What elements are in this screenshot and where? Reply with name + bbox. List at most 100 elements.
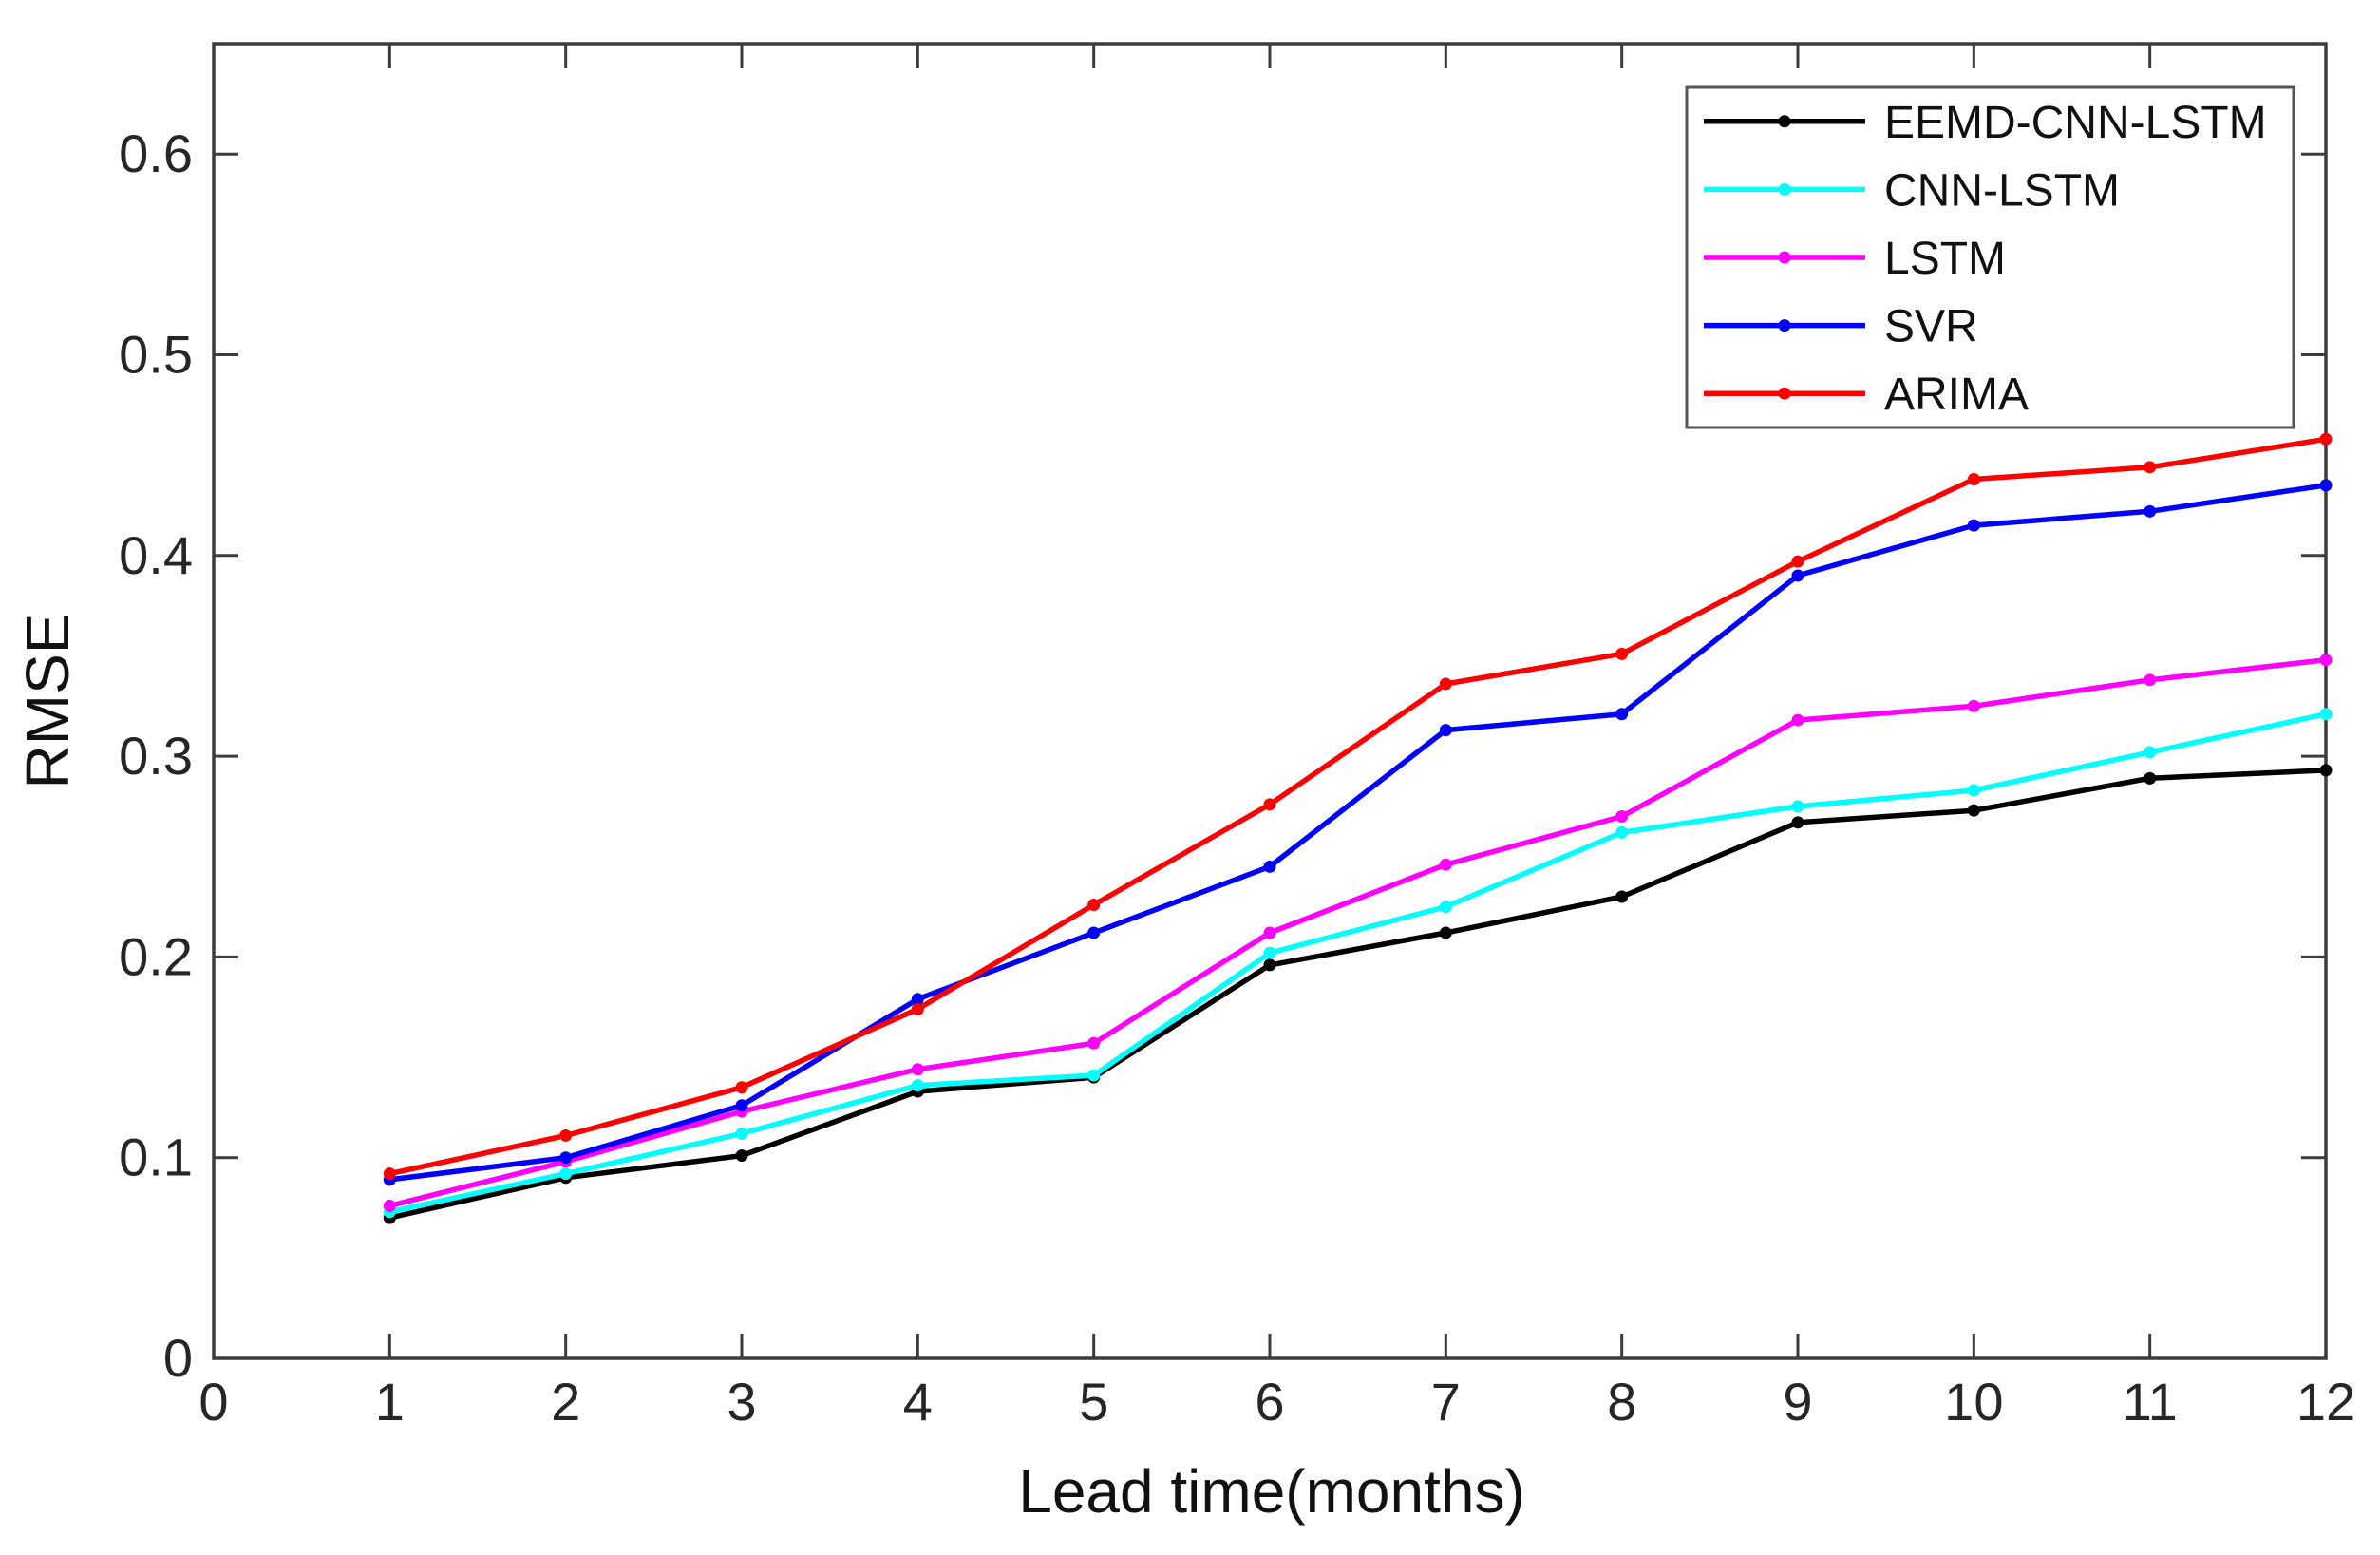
series-line-lstm <box>387 656 2329 1209</box>
x-tick-label: 9 <box>1783 1372 1812 1432</box>
y-tick-label: 0.6 <box>119 123 193 183</box>
legend-marker-sample <box>1778 182 1791 196</box>
legend-label: ARIMA <box>1884 370 2029 420</box>
data-point-lstm <box>911 1063 924 1076</box>
data-point-cnn-lstm <box>1967 784 1980 797</box>
y-tick-label: 0.2 <box>119 926 193 986</box>
data-point-eemd-cnn-lstm <box>2144 771 2157 785</box>
data-point-cnn-lstm <box>911 1079 924 1092</box>
data-point-cnn-lstm <box>2319 708 2333 721</box>
data-point-eemd-cnn-lstm <box>2319 764 2333 777</box>
legend: EEMD-CNN-LSTM CNN-LSTM LSTM SVR ARIMA <box>1685 85 2295 429</box>
legend-item-svr: SVR <box>1704 302 1978 352</box>
y-tick-label: 0.4 <box>119 525 193 585</box>
data-point-svr <box>1087 926 1101 939</box>
x-axis-label: Lead time(months) <box>1018 1457 1525 1526</box>
data-point-svr <box>1263 860 1276 873</box>
data-point-cnn-lstm <box>1087 1069 1101 1082</box>
data-point-arima <box>1791 555 1804 568</box>
data-point-cnn-lstm <box>2144 746 2157 759</box>
data-point-cnn-lstm <box>735 1127 748 1140</box>
data-point-eemd-cnn-lstm <box>1791 816 1804 829</box>
data-point-lstm <box>2144 673 2157 687</box>
legend-item-eemd-cnn-lstm: EEMD-CNN-LSTM <box>1704 98 2267 148</box>
data-point-eemd-cnn-lstm <box>1439 926 1452 939</box>
data-point-arima <box>2319 432 2333 446</box>
legend-marker-sample <box>1778 115 1791 128</box>
legend-label: SVR <box>1884 302 1978 352</box>
legend-item-arima: ARIMA <box>1704 370 2029 420</box>
data-point-eemd-cnn-lstm <box>1263 958 1276 972</box>
data-point-svr <box>559 1151 573 1165</box>
data-point-lstm <box>1967 699 1980 712</box>
data-point-lstm <box>2319 654 2333 667</box>
y-tick-label: 0.1 <box>119 1128 193 1187</box>
data-point-svr <box>1967 519 1980 532</box>
data-point-arima <box>735 1081 748 1094</box>
legend-label: EEMD-CNN-LSTM <box>1884 98 2267 148</box>
x-tick-label: 11 <box>2123 1372 2178 1432</box>
data-point-arima <box>383 1167 396 1181</box>
data-point-svr <box>1791 569 1804 582</box>
plot-area: 0 1 2 3 4 5 6 7 8 9 10 11 1200.10.20.30.40.50.6EEMD-… <box>119 42 2355 1432</box>
x-tick-label: 12 <box>2296 1372 2355 1432</box>
data-point-arima <box>1439 677 1452 691</box>
x-tick-label: 3 <box>727 1372 756 1432</box>
data-point-svr <box>1615 708 1629 721</box>
x-tick-label: 4 <box>903 1372 933 1432</box>
data-point-eemd-cnn-lstm <box>735 1149 748 1163</box>
data-point-arima <box>559 1128 573 1142</box>
y-axis-label: RMSE <box>13 614 82 789</box>
legend-marker-sample <box>1778 387 1791 400</box>
data-point-arima <box>2144 461 2157 474</box>
data-point-lstm <box>1615 809 1629 823</box>
tick-marks <box>212 44 2328 1360</box>
y-tick-label: 0.3 <box>119 726 193 786</box>
data-point-svr <box>2144 504 2157 518</box>
series-line-svr <box>387 483 2329 1183</box>
legend-label: LSTM <box>1884 234 2006 284</box>
data-point-cnn-lstm <box>559 1167 573 1181</box>
data-point-cnn-lstm <box>1791 800 1804 813</box>
data-point-arima <box>1615 647 1629 660</box>
y-tick-label: 0.5 <box>119 325 193 385</box>
series-arima <box>383 432 2333 1181</box>
series-lstm <box>383 654 2333 1212</box>
x-tick-label: 1 <box>375 1372 405 1432</box>
data-point-lstm <box>1791 713 1804 727</box>
data-point-eemd-cnn-lstm <box>1615 890 1629 903</box>
y-tick-label: 0 <box>163 1328 193 1388</box>
data-point-lstm <box>383 1199 396 1212</box>
x-tick-label: 10 <box>1944 1372 2003 1432</box>
x-tick-label: 7 <box>1431 1372 1461 1432</box>
x-tick-label: 8 <box>1607 1372 1636 1432</box>
data-point-svr <box>2319 479 2333 492</box>
data-point-cnn-lstm <box>1263 946 1276 959</box>
data-point-lstm <box>1263 926 1276 939</box>
data-point-lstm <box>1087 1036 1101 1050</box>
series-line-cnn-lstm <box>387 711 2329 1215</box>
data-point-cnn-lstm <box>1439 901 1452 914</box>
legend-item-cnn-lstm: CNN-LSTM <box>1704 165 2120 216</box>
x-tick-label: 2 <box>551 1372 580 1432</box>
data-point-arima <box>911 1002 924 1015</box>
data-point-arima <box>1967 473 1980 486</box>
legend-marker-sample <box>1778 251 1791 264</box>
series-cnn-lstm <box>383 708 2333 1219</box>
x-tick-label: 0 <box>198 1372 228 1432</box>
series-line-eemd-cnn-lstm <box>387 768 2329 1221</box>
legend-label: CNN-LSTM <box>1884 165 2120 216</box>
data-point-svr <box>911 993 924 1006</box>
series-eemd-cnn-lstm <box>383 764 2333 1224</box>
data-point-svr <box>1439 724 1452 737</box>
data-point-lstm <box>1439 858 1452 871</box>
x-tick-label: 5 <box>1079 1372 1108 1432</box>
legend-marker-sample <box>1778 319 1791 332</box>
data-point-arima <box>1087 898 1101 911</box>
data-point-cnn-lstm <box>1615 825 1629 839</box>
data-point-eemd-cnn-lstm <box>1967 804 1980 817</box>
series-line-arima <box>387 436 2329 1177</box>
series-svr <box>383 479 2333 1186</box>
